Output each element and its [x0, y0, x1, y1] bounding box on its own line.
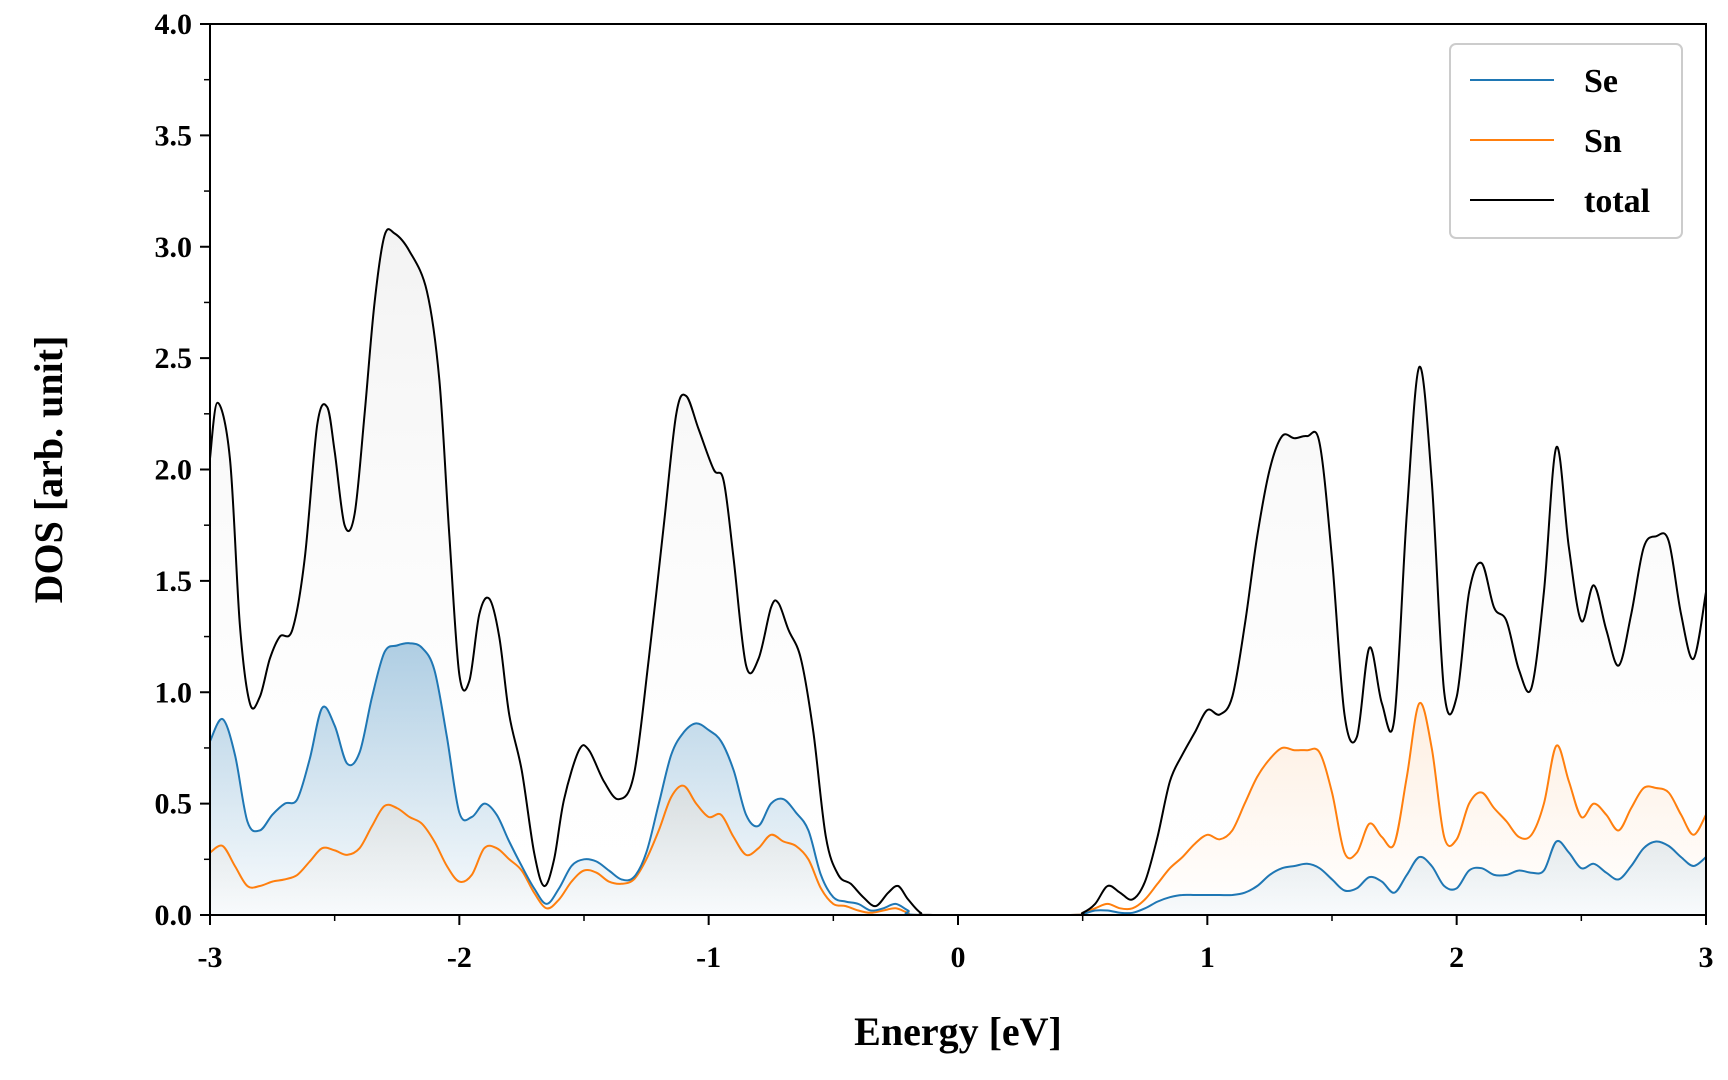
x-tick-label: -3	[198, 941, 223, 974]
series-lines	[209, 228, 1707, 917]
y-tick-label: 3.0	[155, 231, 193, 264]
series-line-total	[209, 228, 1707, 917]
y-axis-ticks: 0.0 0.5 1.0 1.5 2.0 2.5 3.0 3.5 4.0	[155, 8, 210, 932]
legend-label-sn: Sn	[1584, 123, 1622, 160]
y-tick-label: 2.0	[155, 454, 193, 487]
area-fill-total	[210, 229, 1706, 915]
y-tick-label: 1.5	[155, 565, 193, 598]
legend-box	[1449, 43, 1683, 239]
y-tick-label: 3.5	[155, 119, 193, 152]
y-tick-label: 0.5	[155, 788, 193, 821]
x-tick-label: 0	[951, 941, 966, 974]
area-fills	[210, 229, 1706, 915]
x-axis-title: Energy [eV]	[854, 1009, 1062, 1054]
series-line-sn	[209, 702, 1707, 917]
legend: Se Sn total	[1449, 43, 1683, 239]
y-tick-label: 4.0	[155, 8, 193, 41]
x-tick-label: -1	[696, 941, 721, 974]
x-axis-ticks: -3 -2 -1 0 1 2 3	[198, 915, 1714, 974]
area-fill-sn	[210, 702, 1706, 915]
x-tick-label: -2	[447, 941, 472, 974]
y-axis-title: DOS [arb. unit]	[26, 336, 71, 604]
x-tick-label: 2	[1449, 941, 1464, 974]
x-tick-label: 3	[1699, 941, 1714, 974]
y-tick-label: 0.0	[155, 899, 193, 932]
legend-label-total: total	[1584, 183, 1650, 220]
x-tick-label: 1	[1200, 941, 1215, 974]
legend-label-se: Se	[1584, 63, 1618, 100]
y-tick-label: 2.5	[155, 342, 193, 375]
y-tick-label: 1.0	[155, 676, 193, 709]
series-line-se	[209, 642, 1707, 917]
